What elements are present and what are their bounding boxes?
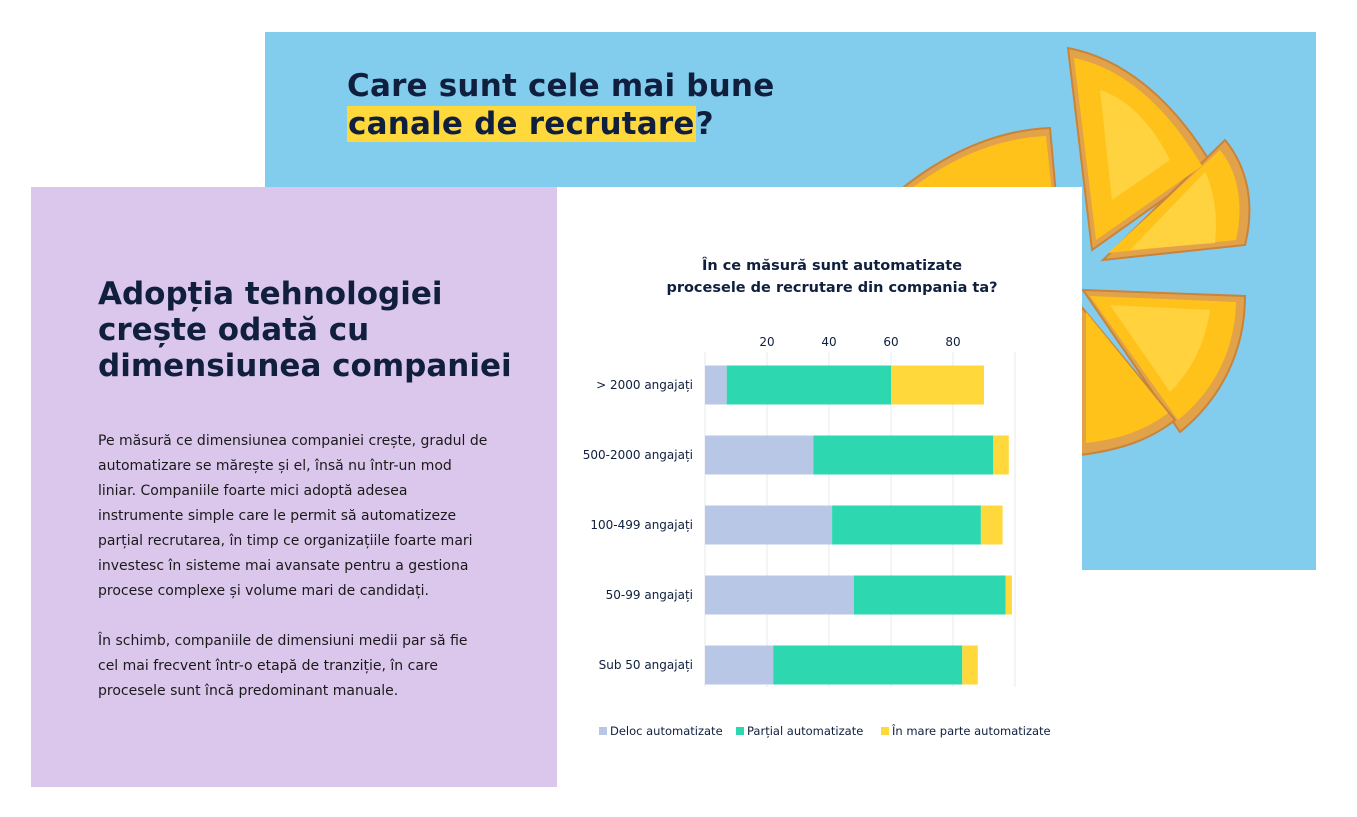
chart-title: În ce măsură sunt automatizate procesele… [557, 255, 1107, 299]
front-panel-title: Adopția tehnologiei crește odată cu dime… [98, 276, 512, 384]
bar-segment [705, 365, 727, 405]
category-label: Sub 50 angajați [599, 658, 693, 672]
bar-segment [1005, 575, 1012, 615]
bar-segment [813, 435, 994, 475]
category-label: > 2000 angajați [596, 378, 693, 392]
bar-segment [705, 645, 774, 685]
legend-label: Parțial automatizate [747, 724, 863, 738]
legend-swatch [881, 727, 889, 735]
chart-title-line1: În ce măsură sunt automatizate [701, 258, 963, 274]
category-label: 50-99 angajați [606, 588, 693, 602]
x-tick-label: 40 [821, 335, 836, 349]
x-tick-label: 60 [883, 335, 898, 349]
back-title-line1: Care sunt cele mai bune [347, 68, 775, 104]
bar-segment [891, 365, 984, 405]
bar-segment [705, 505, 833, 545]
back-title-highlight: canale de recrutare [347, 105, 696, 142]
back-slide-title: Care sunt cele mai bune canale de recrut… [347, 68, 774, 144]
bar-segment [993, 435, 1009, 475]
legend-label: În mare parte automatizate [891, 723, 1051, 738]
legend-label: Deloc automatizate [610, 724, 723, 738]
front-left-panel: Adopția tehnologiei crește odată cu dime… [31, 187, 557, 787]
x-tick-label: 20 [759, 335, 774, 349]
back-title-end: ? [695, 105, 714, 142]
bar-segment [726, 365, 891, 405]
category-label: 500-2000 angajați [583, 448, 693, 462]
body-paragraph-1: Pe măsură ce dimensiunea companiei creșt… [98, 433, 488, 599]
body-paragraph-2: În schimb, companiile de dimensiuni medi… [98, 633, 468, 699]
front-right-panel: În ce măsură sunt automatizate procesele… [557, 187, 1082, 787]
x-tick-label: 80 [945, 335, 960, 349]
chart-title-line2: procesele de recrutare din compania ta? [666, 280, 998, 296]
legend-swatch [736, 727, 744, 735]
category-label: 100-499 angajați [590, 518, 693, 532]
bar-segment [705, 575, 854, 615]
stacked-bar-chart: 20 40 60 80 > 2000 angajați 500-2000 angajaț… [583, 335, 1051, 738]
bar-segment [962, 645, 978, 685]
bar-segment [705, 435, 814, 475]
front-panel-body: Pe măsură ce dimensiunea companiei creșt… [98, 429, 488, 729]
bar-segment [980, 505, 1003, 545]
legend-swatch [599, 727, 607, 735]
bar-segment [832, 505, 981, 545]
bar-segment [853, 575, 1006, 615]
bar-segment [773, 645, 963, 685]
